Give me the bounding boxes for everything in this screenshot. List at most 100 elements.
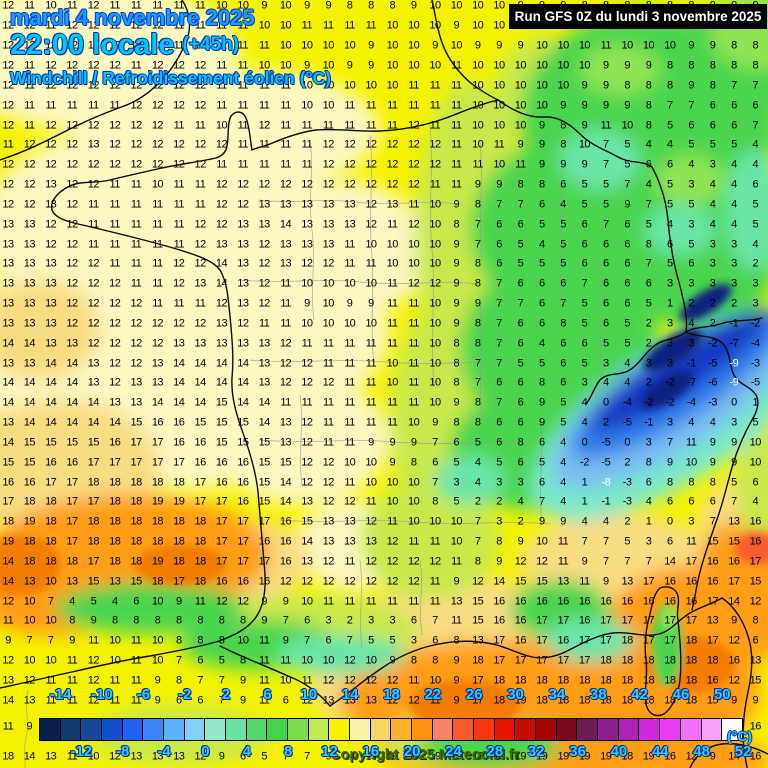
grid-value: 9	[538, 416, 545, 429]
grid-value: 10	[365, 238, 377, 251]
grid-value: 2	[346, 614, 353, 627]
grid-value: 18	[66, 555, 78, 568]
grid-value: 12	[87, 674, 100, 687]
grid-value: 18	[664, 694, 676, 707]
grid-value: 11	[323, 595, 334, 608]
grid-value: 4	[474, 456, 481, 469]
grid-value: 18	[151, 515, 164, 528]
grid-value: 12	[237, 198, 249, 211]
grid-value: 17	[536, 614, 548, 627]
grid-value: 18	[578, 694, 591, 707]
grid-value: 3	[688, 337, 694, 350]
grid-value: 3	[709, 238, 716, 251]
grid-value: 16	[749, 720, 762, 733]
grid-value: 18	[45, 555, 57, 568]
grid-value: 19	[472, 720, 484, 733]
grid-value: 11	[88, 634, 99, 647]
grid-value: 13	[343, 218, 356, 231]
grid-value: 9	[731, 614, 737, 627]
grid-value: 11	[344, 555, 355, 568]
grid-value: 11	[194, 297, 206, 310]
grid-value: 18	[557, 720, 569, 733]
grid-value: 10	[429, 357, 441, 370]
grid-value: 12	[23, 198, 36, 211]
grid-value: 6	[560, 357, 566, 370]
border-rhine	[651, 166, 688, 333]
grid-value: 12	[386, 575, 399, 588]
grid-value: 17	[664, 614, 676, 627]
grid-value: 10	[386, 495, 399, 508]
grid-value: -2	[665, 376, 675, 389]
grid-value: 10	[151, 595, 164, 608]
grid-value: 7	[282, 750, 289, 763]
grid-value: 10	[343, 456, 356, 469]
grid-value: 11	[365, 19, 377, 32]
grid-value: 19	[429, 750, 441, 763]
grid-value: 11	[258, 138, 270, 151]
grid-value: 16	[215, 476, 228, 489]
grid-value: 10	[493, 158, 505, 171]
grid-value: 10	[343, 277, 356, 290]
grid-value: 12	[45, 39, 57, 52]
grid-value: 19	[386, 720, 399, 733]
grid-value: 14	[215, 357, 228, 370]
grid-value: 11	[216, 99, 227, 112]
grid-value: 14	[2, 376, 14, 389]
grid-value: 10	[472, 99, 484, 112]
grid-value: 12	[194, 750, 207, 763]
grid-value: 12	[386, 555, 399, 568]
grid-value: 6	[560, 178, 566, 191]
grid-value: 13	[194, 337, 207, 350]
grid-value: 12	[23, 158, 36, 171]
grid-value: 13	[23, 317, 36, 330]
grid-value: 18	[194, 515, 207, 528]
grid-value: 14	[215, 257, 228, 270]
grid-value: 11	[258, 39, 270, 52]
grid-value: 6	[688, 495, 694, 508]
grid-value: 12	[343, 654, 356, 667]
grid-value: 11	[237, 19, 249, 32]
grid-value: 9	[432, 39, 438, 52]
grid-value: 13	[215, 238, 228, 251]
grid-value: 16	[194, 456, 207, 469]
grid-value: 12	[45, 59, 57, 72]
grid-value: 12	[45, 138, 57, 151]
grid-value: 17	[87, 456, 100, 469]
grid-value: 11	[323, 337, 334, 350]
grid-value: 10	[536, 39, 548, 52]
grid-value: 18	[194, 555, 207, 568]
grid-value: 9	[602, 99, 609, 112]
grid-value: 10	[536, 59, 548, 72]
grid-value: 12	[130, 119, 142, 132]
grid-value: 5	[624, 138, 630, 151]
grid-value: 15	[130, 575, 142, 588]
grid-value: 12	[258, 297, 271, 310]
grid-value: 17	[685, 555, 698, 568]
grid-value: 12	[109, 79, 121, 92]
grid-value: 9	[453, 694, 460, 707]
grid-value: -4	[686, 396, 696, 409]
local-time: 22:00 locale	[10, 29, 175, 61]
grid-value: 8	[752, 614, 759, 627]
grid-value: 8	[218, 614, 225, 627]
grid-value: 12	[173, 59, 185, 72]
grid-value: 13	[130, 750, 142, 763]
grid-value: 12	[130, 337, 142, 350]
grid-value: 18	[194, 535, 207, 548]
grid-value: 6	[602, 317, 609, 330]
grid-value: 11	[130, 59, 142, 72]
grid-value: 11	[365, 396, 377, 409]
grid-value: 4	[581, 416, 588, 429]
grid-value: 11	[344, 19, 355, 32]
grid-value: 10	[408, 19, 420, 32]
grid-value: 6	[304, 614, 310, 627]
grid-value: 11	[258, 158, 270, 171]
grid-value: 8	[474, 555, 481, 568]
grid-value: 4	[560, 198, 566, 211]
grid-value: 4	[624, 357, 630, 370]
grid-value: 14	[258, 416, 271, 429]
grid-value: 6	[517, 416, 524, 429]
grid-value: 18	[87, 515, 100, 528]
grid-value: 12	[215, 178, 228, 191]
grid-value: 9	[453, 654, 460, 667]
